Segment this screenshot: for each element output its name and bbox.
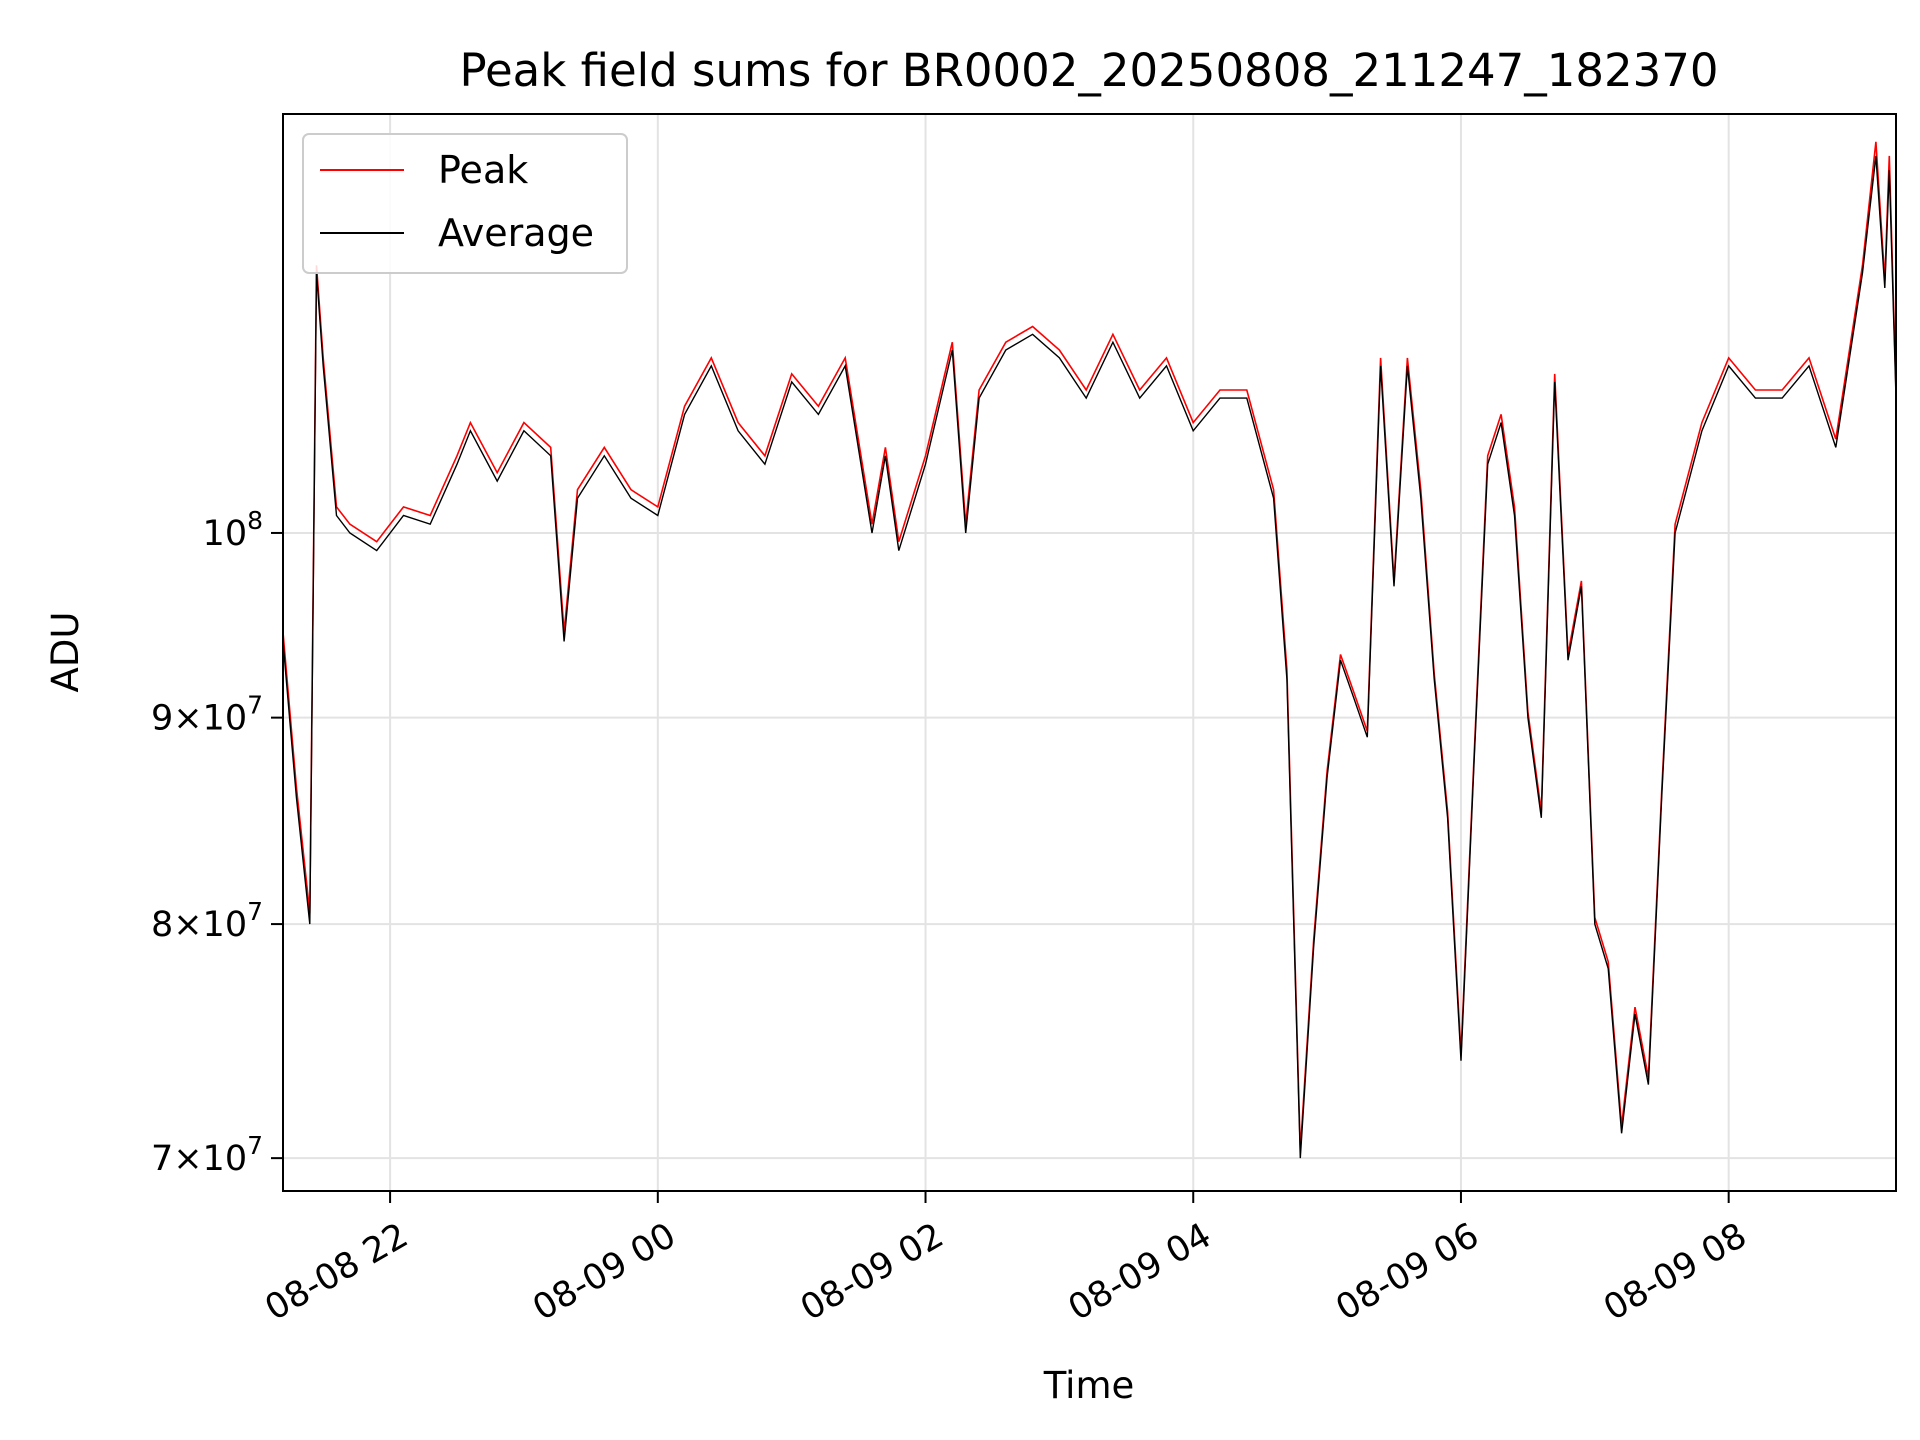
- legend-box: [302, 133, 628, 274]
- x-tick-label: 08-09 04: [1062, 1216, 1218, 1329]
- chart-title: Peak field sums for BR0002_20250808_2112…: [459, 44, 1718, 97]
- x-tick-label: 08-09 00: [526, 1216, 682, 1329]
- y-axis-label: ADU: [44, 612, 87, 693]
- y-tick-label: 9×107: [151, 691, 263, 739]
- y-tick-label: 7×107: [151, 1131, 263, 1179]
- series-average-line: [283, 155, 1896, 1159]
- legend-label-average: Average: [438, 211, 594, 255]
- y-axis-ticks: 7×107 8×107 9×107 108: [151, 506, 283, 1179]
- grid-lines: [283, 114, 1896, 1191]
- x-tick-label: 08-09 08: [1597, 1216, 1753, 1329]
- x-axis-label: Time: [1043, 1364, 1135, 1407]
- plot-frame: [282, 113, 1897, 1192]
- x-tick-label: 08-09 02: [794, 1216, 950, 1329]
- y-tick-label: 108: [203, 506, 263, 554]
- legend: Peak Average: [302, 133, 628, 274]
- legend-label-peak: Peak: [438, 148, 528, 192]
- y-tick-label: 8×107: [151, 897, 263, 945]
- x-axis-ticks: 08-08 22 08-09 00 08-09 02 08-09 04 08-09 06…: [259, 1191, 1754, 1329]
- x-tick-label: 08-09 06: [1330, 1216, 1486, 1329]
- x-tick-label: 08-08 22: [259, 1216, 415, 1329]
- series-peak-line: [283, 141, 1896, 1151]
- series-lines: [283, 141, 1896, 1159]
